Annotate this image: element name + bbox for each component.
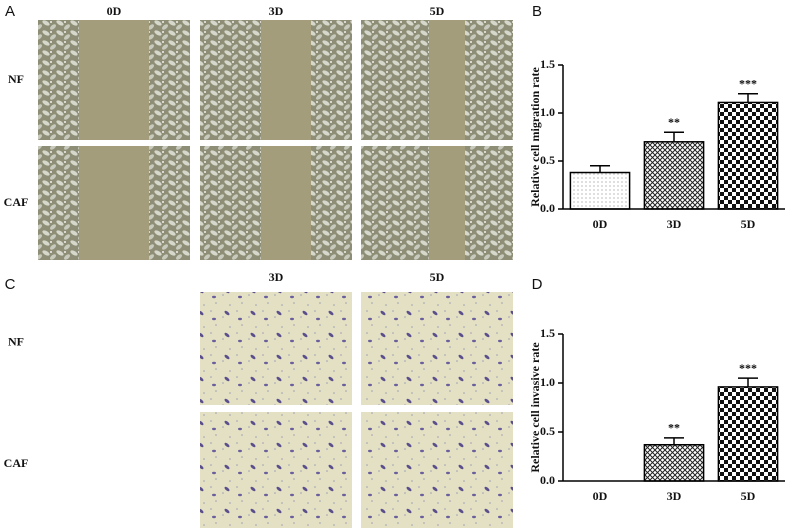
wound-gap xyxy=(429,20,465,140)
row-label: NF xyxy=(8,72,24,86)
significance: *** xyxy=(739,361,757,375)
bar xyxy=(569,171,631,210)
y-axis-label: Relative cell invasive rate xyxy=(528,342,542,473)
micrograph xyxy=(200,412,352,528)
wound-gap xyxy=(261,20,311,140)
column-label: 5D xyxy=(430,4,445,18)
x-tick-label: 3D xyxy=(667,217,682,231)
column-label: 0D xyxy=(107,4,122,18)
y-axis-label: Relative cell migration rate xyxy=(528,67,542,207)
y-tick-label: 1.0 xyxy=(540,375,555,389)
x-tick-label: 5D xyxy=(741,217,756,231)
x-tick-label: 0D xyxy=(593,489,608,503)
x-tick-label: 5D xyxy=(741,489,756,503)
y-tick-label: 0.0 xyxy=(540,473,555,487)
row-label: NF xyxy=(8,334,24,348)
wound-gap xyxy=(79,20,149,140)
y-tick-label: 1.5 xyxy=(540,326,555,340)
row-label: CAF xyxy=(4,195,29,209)
panel-label: A xyxy=(5,3,15,20)
y-tick-label: 0.5 xyxy=(540,424,555,438)
bar xyxy=(643,443,705,482)
y-tick-label: 1.0 xyxy=(540,105,555,119)
x-tick-label: 0D xyxy=(593,217,608,231)
wound-gap xyxy=(261,146,311,260)
y-tick-label: 0.5 xyxy=(540,153,555,167)
bar xyxy=(643,141,705,210)
bar xyxy=(717,386,779,482)
panel-label: D xyxy=(532,276,543,293)
wound-gap xyxy=(429,146,465,260)
micrograph xyxy=(200,292,352,405)
bar xyxy=(717,101,779,210)
micrograph xyxy=(361,292,513,405)
micrograph xyxy=(361,412,513,528)
significance: ** xyxy=(668,421,680,435)
y-tick-label: 0.0 xyxy=(540,201,555,215)
significance: *** xyxy=(739,77,757,91)
panel-label: C xyxy=(5,276,16,293)
column-label: 5D xyxy=(430,270,445,284)
x-tick-label: 3D xyxy=(667,489,682,503)
significance: ** xyxy=(668,115,680,129)
column-label: 3D xyxy=(269,4,284,18)
wound-gap xyxy=(79,146,149,260)
y-tick-label: 1.5 xyxy=(540,57,555,71)
panel-label: B xyxy=(532,3,542,20)
column-label: 3D xyxy=(269,270,284,284)
row-label: CAF xyxy=(4,456,29,470)
